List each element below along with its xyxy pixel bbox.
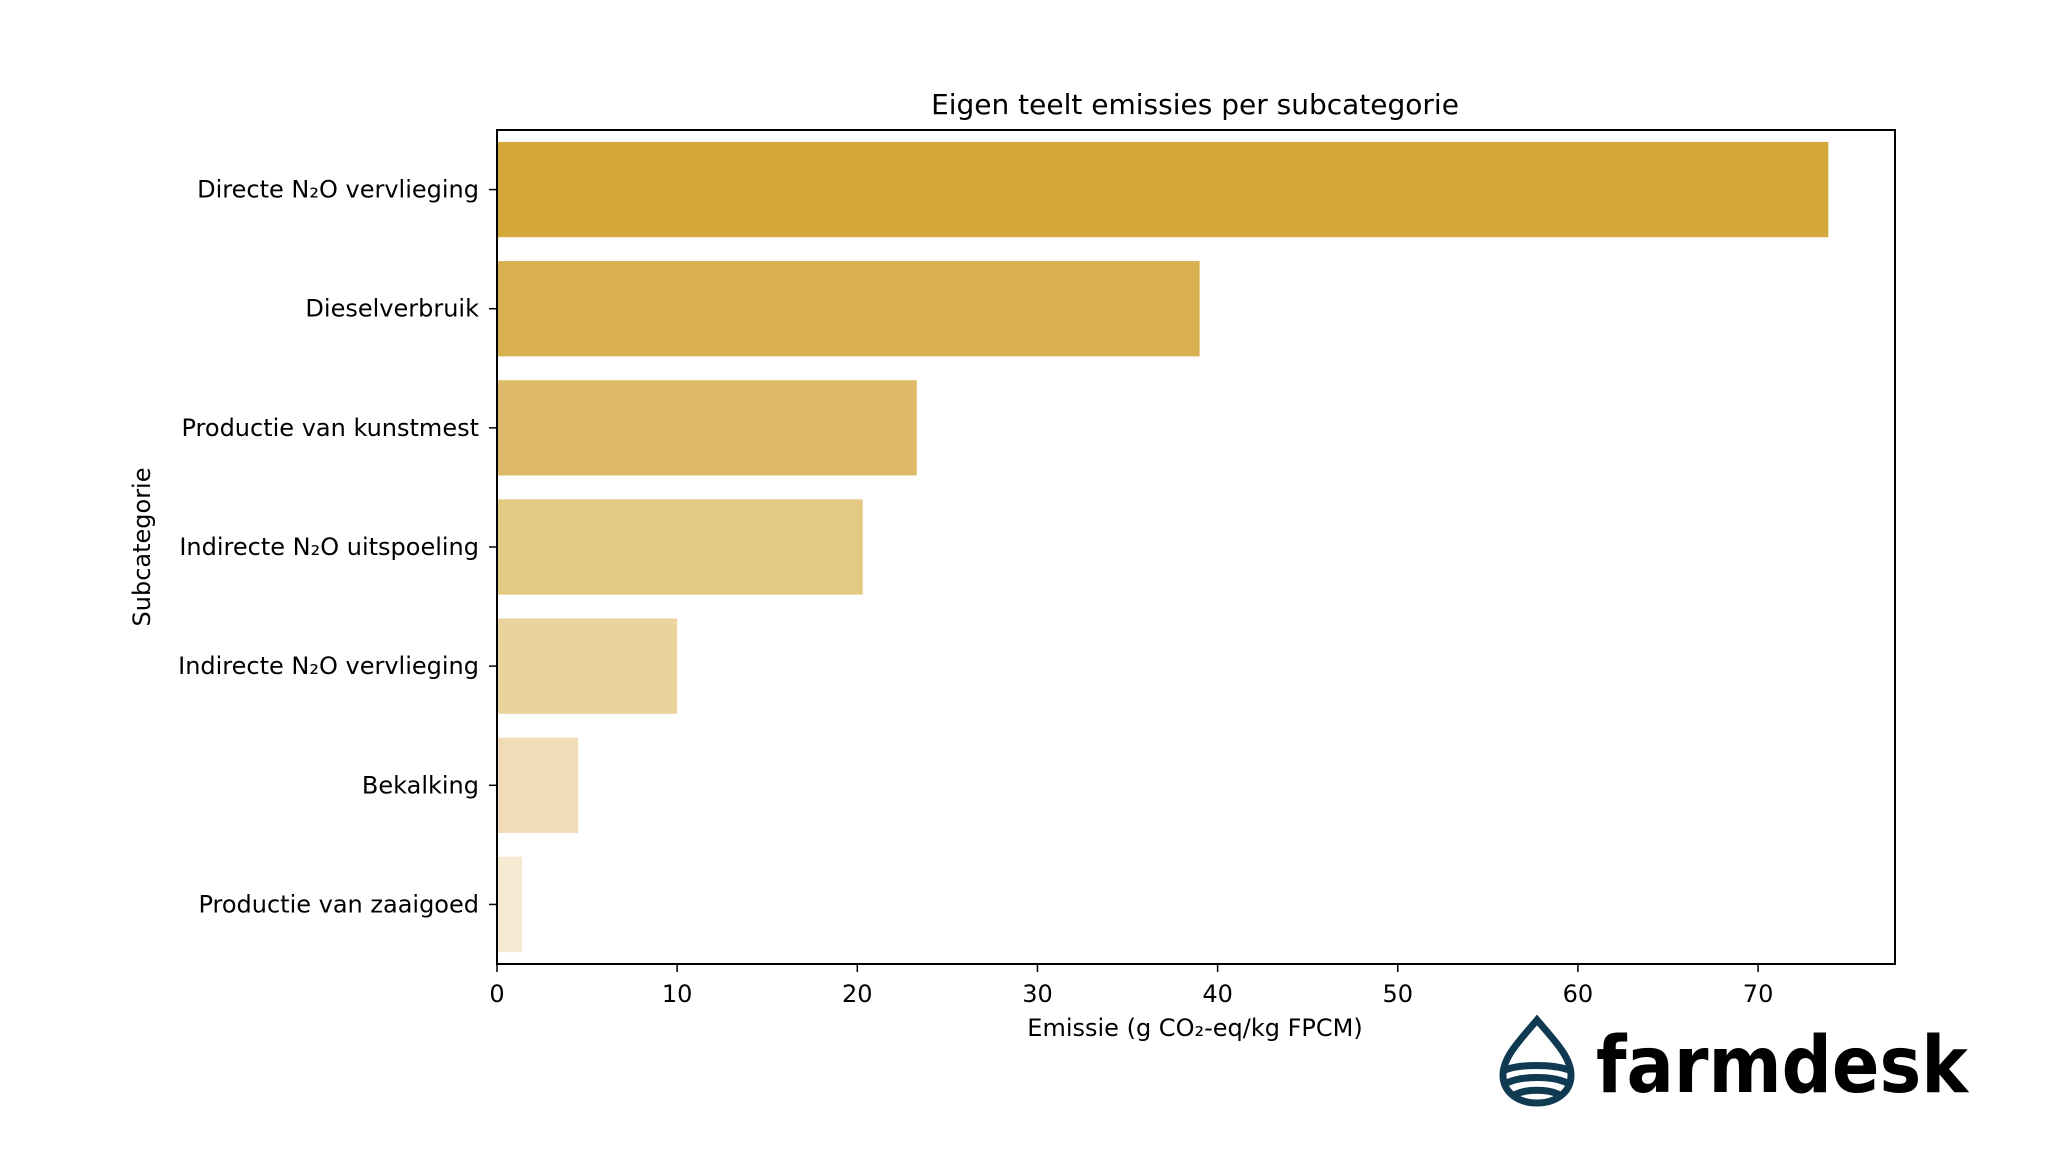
- y-tick-label: Productie van zaaigoed: [198, 890, 479, 918]
- x-tick-label: 20: [842, 980, 873, 1008]
- y-tick-label: Productie van kunstmest: [182, 414, 480, 442]
- x-tick-label: 60: [1563, 980, 1594, 1008]
- bar: [497, 499, 863, 595]
- y-tick-label: Directe N₂O vervlieging: [197, 176, 479, 204]
- y-tick-label: Indirecte N₂O vervlieging: [178, 652, 479, 680]
- x-tick-label: 40: [1202, 980, 1233, 1008]
- y-tick-label: Indirecte N₂O uitspoeling: [179, 533, 479, 561]
- y-tick-label: Dieselverbruik: [305, 295, 479, 323]
- y-tick-label: Bekalking: [362, 771, 479, 799]
- plot-frame: [496, 129, 1896, 965]
- x-tick-label: 10: [662, 980, 693, 1008]
- chart-title: Eigen teelt emissies per subcategorie: [931, 88, 1459, 121]
- y-axis-label: Subcategorie: [128, 468, 156, 627]
- x-tick-label: 0: [489, 980, 504, 1008]
- bar: [497, 618, 678, 714]
- bar: [497, 380, 917, 476]
- bar: [497, 737, 579, 833]
- x-axis-label: Emissie (g CO₂-eq/kg FPCM): [1027, 1014, 1362, 1042]
- bar: [497, 261, 1200, 357]
- bar: [497, 141, 1829, 238]
- x-tick-label: 50: [1382, 980, 1413, 1008]
- bars-layer: [497, 141, 1829, 953]
- bar: [497, 856, 523, 953]
- logo-wordmark: farmdesk: [1596, 1021, 1970, 1111]
- x-tick-label: 30: [1022, 980, 1053, 1008]
- y-axis-ticks: Directe N₂O vervlieging Dieselverbruik Pro…: [178, 176, 497, 918]
- x-tick-label: 70: [1743, 980, 1774, 1008]
- farmdesk-logo: farmdesk: [1499, 1014, 1970, 1111]
- water-drop-icon: [1499, 1014, 1575, 1107]
- x-axis-ticks: 0 10 20 30 40 50 60 70: [489, 964, 1773, 1008]
